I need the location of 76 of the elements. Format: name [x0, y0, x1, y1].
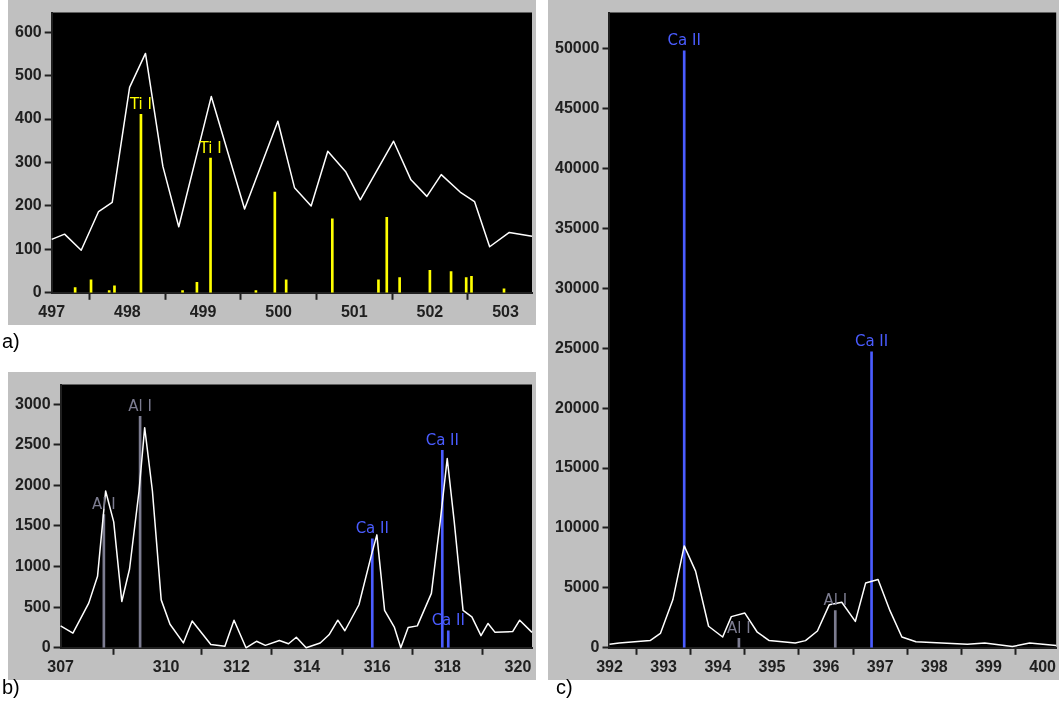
x-tick-label: 503: [492, 302, 519, 320]
bar: [107, 290, 111, 293]
x-tick-label: 312: [223, 657, 250, 675]
y-tick-label: 3000: [15, 394, 51, 412]
x-tick-label: 314: [293, 657, 321, 675]
annotation: Ca II: [425, 430, 459, 449]
y-tick-label: 1500: [15, 516, 51, 534]
annotation: Al I: [128, 396, 152, 415]
x-tick-label: 307: [47, 657, 75, 675]
x-tick-label: 502: [416, 302, 444, 320]
x-tick-label: 316: [363, 657, 391, 675]
y-tick-label: 2000: [15, 475, 51, 493]
bar: [833, 610, 837, 648]
annotation: Ca II: [355, 519, 389, 538]
annotation: Ti I: [198, 138, 222, 157]
bar: [464, 277, 468, 293]
x-tick-label: 501: [340, 302, 368, 320]
y-tick-label: 0: [41, 638, 51, 656]
y-tick-label: 500: [14, 66, 42, 83]
x-tick-label: 397: [866, 657, 894, 675]
text: c): [556, 676, 573, 699]
annotation: Ti I: [128, 94, 152, 113]
y-tick-label: 25000: [554, 338, 600, 356]
y-tick-label: 40000: [554, 158, 600, 176]
x-tick-label: 320: [504, 657, 532, 675]
bar: [209, 157, 212, 293]
bar: [870, 351, 873, 648]
y-tick-label: 1000: [15, 556, 51, 574]
text: a): [2, 330, 20, 353]
x-tick-label: 393: [650, 657, 678, 675]
y-tick-label: 300: [14, 152, 42, 170]
y-tick-label: 20000: [554, 398, 600, 416]
x-tick-label: 394: [704, 657, 732, 675]
x-tick-label: 318: [434, 657, 462, 675]
annotation: Ca II: [667, 31, 701, 50]
x-tick-label: 395: [758, 657, 786, 675]
x-tick-label: 392: [596, 657, 623, 675]
y-tick-label: 30000: [554, 278, 600, 296]
annotation: Al I: [727, 618, 751, 637]
bar: [385, 216, 389, 293]
bar: [398, 277, 401, 293]
y-tick-label: 400: [14, 109, 42, 127]
bar: [181, 290, 184, 293]
y-tick-label: 100: [14, 239, 42, 257]
bar: [446, 630, 450, 648]
bar: [273, 191, 277, 293]
y-tick-label: 45000: [554, 98, 600, 116]
bar: [682, 50, 686, 648]
bar: [330, 218, 334, 293]
bar: [284, 279, 288, 293]
x-tick-label: 500: [265, 302, 293, 320]
y-tick-label: 5000: [563, 578, 600, 596]
x-tick-label: 310: [152, 657, 180, 675]
bar: [370, 538, 374, 648]
x-tick-label: 498: [113, 302, 141, 320]
y-tick-label: 0: [32, 283, 42, 301]
x-tick-label: 399: [975, 657, 1002, 675]
x-tick-label: 497: [38, 302, 66, 320]
y-tick-label: 0: [590, 638, 600, 656]
y-tick-label: 50000: [554, 38, 600, 56]
bar: [377, 279, 380, 293]
y-tick-label: 10000: [554, 518, 600, 536]
y-tick-label: 15000: [554, 458, 600, 476]
y-tick-label: 600: [14, 22, 42, 40]
x-tick-label: 400: [1029, 657, 1057, 675]
y-tick-label: 200: [14, 196, 42, 214]
y-tick-label: 2500: [15, 435, 51, 453]
y-tick-label: 500: [23, 597, 51, 615]
x-tick-label: 499: [189, 302, 217, 320]
bar: [470, 275, 473, 293]
y-tick-label: 35000: [554, 218, 600, 236]
x-tick-label: 396: [812, 657, 840, 675]
text: b): [2, 676, 20, 699]
bar: [113, 285, 116, 293]
x-tick-label: 398: [921, 657, 948, 675]
annotation: Ca II: [854, 332, 889, 351]
